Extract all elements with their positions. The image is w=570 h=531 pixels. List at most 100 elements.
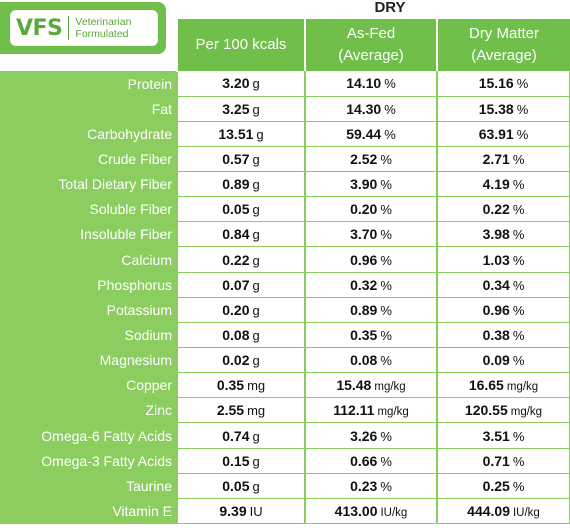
logo-divider [68,16,70,40]
per-kcal-unit: g [252,252,260,268]
dry-matter-unit: % [512,453,525,469]
nutrient-label: Omega-3 Fatty Acids [0,447,177,474]
dry-matter-cell: 15.38% [436,96,570,122]
as-fed-unit: % [384,76,396,92]
per-kcal-value: 0.84 [222,226,250,243]
as-fed-cell: 14.30% [304,96,437,122]
as-fed-value: 59.44 [346,125,382,142]
per-kcal-unit: g [256,126,264,142]
dry-matter-unit: % [512,353,525,369]
logo-line-1: Veterinarian [75,16,132,28]
per-kcal-cell: 0.05 g [176,473,305,499]
table-row: Zinc 2.55 mg 112.11 mg/kg 120.55 mg/kg [0,397,570,424]
per-kcal-value: 9.39 [219,502,247,519]
as-fed-unit: % [380,202,392,218]
as-fed-unit: % [380,428,392,444]
dry-matter-value: 0.25 [482,477,510,494]
as-fed-cell: 3.70% [304,221,437,248]
per-kcal-value: 0.74 [222,427,250,444]
per-kcal-unit: g [252,227,260,243]
nutrient-label: Total Dietary Fiber [0,171,177,197]
dry-matter-unit: mg/kg [506,381,539,394]
dry-matter-unit: % [512,177,525,193]
per-kcal-value: 3.20 [222,75,250,92]
table-row: Phosphorus 0.07 g 0.32% 0.34% [0,271,570,298]
as-fed-value: 3.26 [350,427,378,444]
dry-matter-value: 1.03 [482,251,510,268]
table-row: Copper 0.35 mg 15.48 mg/kg 16.65 mg/kg [0,372,570,399]
table-row: Insoluble Fiber 0.84 g 3.70% 3.98% [0,221,570,248]
per-kcal-value: 0.05 [222,477,250,494]
table-row: Vitamin E 9.39 IU 413.00 IU/kg 444.09 IU/kg [0,497,570,525]
dry-matter-unit: % [516,76,529,92]
per-kcal-value: 0.20 [222,301,250,318]
per-kcal-unit: g [252,76,260,92]
nutrient-label: Phosphorus [0,271,177,298]
as-fed-unit: % [380,453,392,469]
per-kcal-cell: 0.15 g [176,448,305,474]
dry-matter-value: 3.51 [482,427,510,444]
nutrient-label: Carbohydrate [0,120,177,147]
dry-matter-cell: 2.71% [436,146,570,173]
table-title: DRY [374,0,406,16]
table-header: Per 100 kcals As-Fed (Average) Dry Matter… [0,19,570,71]
table-row: Total Dietary Fiber 0.89 g 3.90% 4.19% [0,171,570,198]
dry-matter-value: 15.16 [478,75,514,92]
nutrient-label: Omega-6 Fatty Acids [0,422,177,449]
as-fed-unit: % [384,101,396,117]
per-kcal-cell: 0.05 g [176,196,305,223]
as-fed-unit: % [380,227,392,243]
nutrient-label: Magnesium [0,347,177,373]
dry-matter-cell: 0.71% [436,448,570,474]
as-fed-value: 14.30 [346,100,382,117]
per-kcal-unit: g [252,101,260,117]
as-fed-value: 0.66 [350,452,378,469]
per-kcal-value: 0.35 [216,377,245,394]
per-kcal-cell: 3.20 g [176,71,305,97]
vfs-logo-badge: VFS Veterinarian Formulated [10,10,158,46]
as-fed-value: 0.96 [350,251,378,268]
as-fed-value: 2.52 [350,150,378,167]
dry-matter-value: 0.22 [482,201,510,218]
dry-matter-unit: % [512,428,525,444]
as-fed-unit: % [380,177,392,193]
dry-matter-value: 16.65 [468,377,504,394]
table-row: Taurine 0.05 g 0.23% 0.25% [0,472,570,499]
header-as-fed: As-Fed (Average) [304,19,437,71]
dry-matter-cell: 63.91% [436,121,570,147]
per-kcal-cell: 0.08 g [176,322,305,349]
as-fed-cell: 413.00 IU/kg [304,498,437,525]
dry-matter-unit: % [516,126,529,142]
per-kcal-cell: 9.39 IU [176,498,305,525]
as-fed-value: 3.70 [350,226,378,243]
per-kcal-cell: 0.22 g [176,246,305,273]
dry-matter-value: 2.71 [482,150,510,167]
dry-matter-value: 3.98 [482,226,510,243]
as-fed-value: 413.00 [334,502,378,519]
logo-text: Veterinarian Formulated [75,16,131,40]
as-fed-value: 0.20 [350,201,378,218]
table-row: Omega-6 Fatty Acids 0.74 g 3.26% 3.51% [0,422,570,449]
per-kcal-cell: 0.35 mg [176,372,305,399]
as-fed-cell: 3.90% [304,171,437,198]
dry-matter-value: 15.38 [478,100,514,117]
dry-matter-cell: 444.09 IU/kg [436,498,570,525]
dry-matter-unit: IU/kg [512,506,540,519]
table-row: Crude Fiber 0.57 g 2.52% 2.71% [0,145,570,173]
as-fed-cell: 2.52% [304,146,437,173]
dry-matter-cell: 120.55 mg/kg [436,397,570,424]
as-fed-cell: 112.11 mg/kg [304,397,437,424]
dry-matter-unit: mg/kg [510,406,543,419]
per-kcal-unit: mg [247,378,266,394]
per-kcal-value: 0.89 [222,176,250,193]
as-fed-cell: 0.96% [304,246,437,273]
as-fed-unit: % [380,478,392,494]
as-fed-unit: IU/kg [380,506,408,519]
dry-matter-unit: % [512,151,525,167]
per-kcal-unit: g [252,151,260,167]
dry-matter-cell: 1.03% [436,246,570,273]
as-fed-cell: 0.23% [304,473,437,499]
as-fed-unit: % [380,302,392,318]
table-row: Calcium 0.22 g 0.96% 1.03% [0,246,570,273]
dry-matter-value: 0.34 [482,276,510,293]
